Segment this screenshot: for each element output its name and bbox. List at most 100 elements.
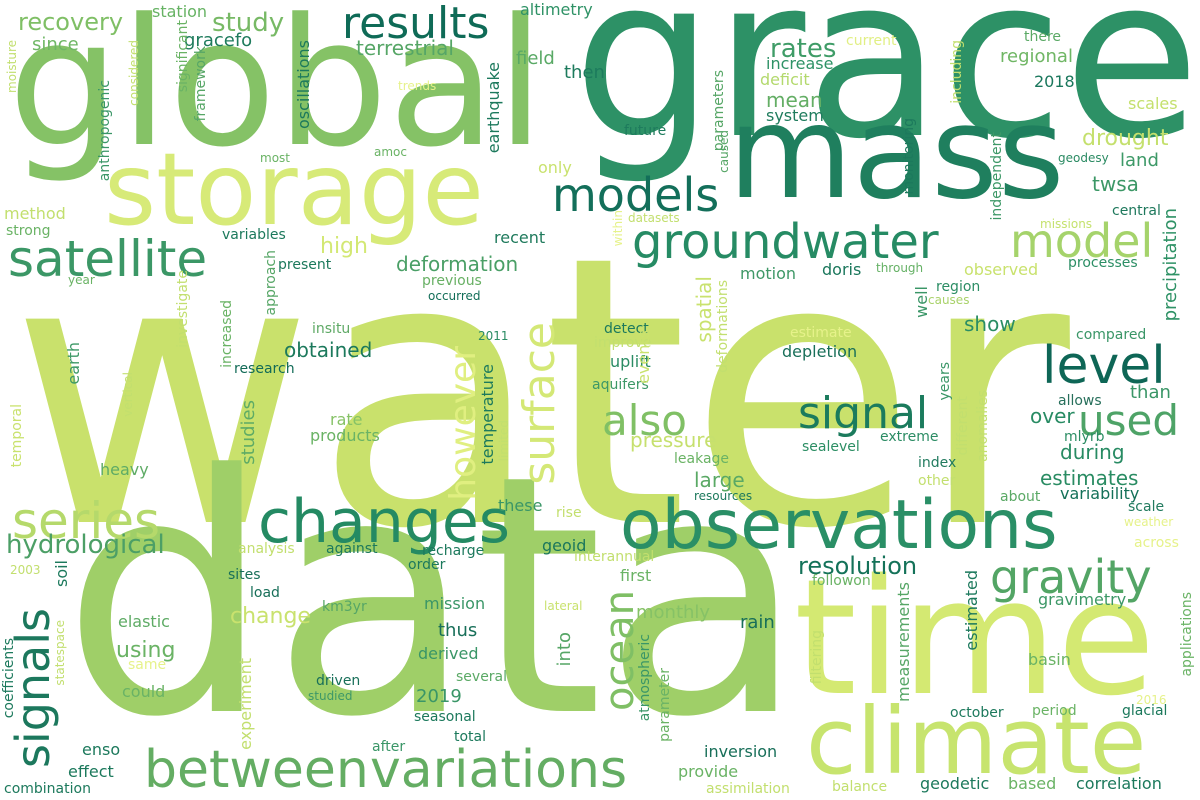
word: grace (573, 0, 1200, 188)
word: altimetry (520, 0, 593, 19)
word: several (456, 669, 508, 685)
word: uplift (610, 352, 651, 371)
word: geoid (542, 536, 587, 555)
word: during (1060, 440, 1125, 464)
word: thus (438, 620, 478, 641)
word: central (1112, 203, 1161, 219)
word: gravimetry (1038, 590, 1127, 609)
word: extreme (880, 429, 939, 445)
word: other (918, 473, 956, 489)
word: scales (1128, 94, 1178, 113)
word: estimates (1040, 466, 1139, 490)
word: october (950, 705, 1004, 721)
word: satellite (8, 230, 208, 288)
word: resolution (798, 552, 918, 580)
word: seasonal (414, 709, 476, 725)
word: heavy (100, 460, 149, 479)
word: increase (766, 54, 834, 73)
word: future (624, 123, 667, 139)
word: deformations (715, 280, 731, 373)
word: across (1134, 535, 1179, 551)
word: using (116, 638, 176, 663)
word: same (128, 657, 167, 673)
word: applications (1179, 592, 1195, 677)
word: 2016 (1136, 693, 1167, 707)
word: system (766, 106, 824, 125)
word: mean (766, 88, 823, 112)
word: drought (1082, 126, 1169, 151)
word: mlyrb (1064, 429, 1105, 445)
word: spatial (692, 276, 716, 343)
word: 2019 (416, 686, 462, 707)
word: detect (604, 321, 649, 337)
word: km3yr (322, 599, 367, 615)
word: sealevel (802, 439, 860, 455)
word: weather (1124, 515, 1174, 529)
word: rise (556, 505, 582, 521)
word: oscillations (294, 40, 313, 130)
word: models (552, 168, 720, 222)
word: monthly (636, 602, 711, 623)
word: method (4, 204, 66, 223)
word: than (1130, 382, 1171, 403)
word: effect (68, 762, 114, 781)
word: groundwater (632, 214, 939, 270)
word: parameter (657, 668, 673, 742)
word: year (68, 273, 95, 287)
word: then (564, 62, 605, 83)
word: field (516, 48, 555, 69)
word: causes (928, 293, 970, 307)
word: increased (219, 300, 235, 368)
word: soil (52, 560, 71, 588)
word: mass (728, 79, 1065, 228)
word: rate (330, 410, 363, 429)
word: investigate (175, 270, 191, 348)
word: occurred (428, 289, 481, 303)
word: total (454, 729, 487, 745)
word: anthropogenic (97, 80, 113, 182)
word: statespace (53, 620, 67, 686)
word: storage (104, 131, 484, 248)
word: studied (308, 689, 353, 703)
word: years (937, 362, 953, 401)
word: geodetic (920, 774, 990, 793)
word: land (1120, 150, 1159, 171)
word: model (1010, 214, 1154, 268)
word: signal (798, 388, 929, 439)
word: combination (4, 781, 91, 797)
word: 2018 (1034, 72, 1075, 91)
word: glacial (1122, 703, 1168, 719)
word: anomalies (975, 390, 991, 462)
word: scale (1128, 499, 1165, 515)
word: variations (370, 740, 628, 800)
word: used (1078, 396, 1180, 445)
word: events (634, 330, 653, 384)
word: large (694, 468, 745, 492)
word: framework (193, 46, 209, 122)
word: after (372, 739, 406, 755)
word: study (212, 8, 285, 38)
word: lateral (544, 599, 583, 613)
word: change (230, 604, 311, 629)
word: different (955, 396, 971, 456)
word: atmospheric (637, 634, 653, 722)
word: pressure (630, 428, 717, 452)
word: leakage (674, 451, 730, 467)
word: 2011 (478, 329, 509, 343)
word: research (234, 361, 295, 377)
word: enso (82, 740, 121, 759)
word: also (602, 396, 687, 445)
word: observed (964, 260, 1039, 279)
word: ocean (597, 590, 643, 711)
word: only (538, 158, 572, 177)
word: insitu (312, 321, 351, 337)
word: over (1030, 404, 1075, 428)
word: balance (832, 779, 888, 795)
word: period (1032, 703, 1077, 719)
word: against (326, 541, 378, 557)
word: precipitation (1160, 208, 1181, 322)
word: based (1008, 774, 1057, 793)
word: depletion (782, 342, 858, 361)
word: high (320, 234, 368, 259)
